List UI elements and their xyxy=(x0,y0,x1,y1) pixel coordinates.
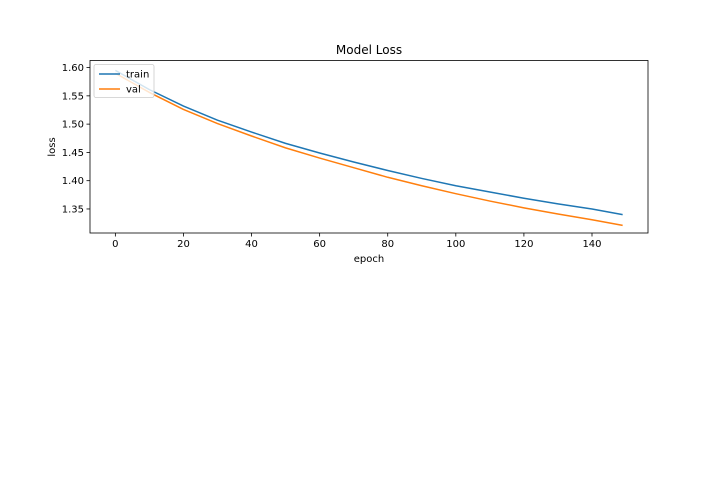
legend: train val xyxy=(93,64,155,98)
series-layer xyxy=(114,69,623,227)
x-tick-label: 40 xyxy=(245,239,258,250)
series-line-val xyxy=(114,72,623,227)
x-tick-label: 20 xyxy=(177,239,190,250)
y-tick-label: 1.45 xyxy=(62,148,84,159)
legend-label-train: train xyxy=(126,70,149,81)
x-tick-label: 140 xyxy=(582,239,601,250)
y-tick-label: 1.50 xyxy=(62,120,84,131)
plot-frame xyxy=(89,60,649,234)
y-axis: 1.35 1.40 1.45 1.50 1.55 1.60 xyxy=(62,63,90,215)
chart-title: Model Loss xyxy=(336,43,402,57)
x-axis-label: epoch xyxy=(354,254,384,265)
x-axis: 0 20 40 60 80 100 120 140 xyxy=(112,233,602,250)
x-tick-label: 0 xyxy=(112,239,118,250)
x-tick-label: 80 xyxy=(381,239,394,250)
y-tick-label: 1.40 xyxy=(62,176,84,187)
y-tick-label: 1.60 xyxy=(62,63,84,74)
x-tick-label: 100 xyxy=(446,239,465,250)
x-tick-label: 120 xyxy=(514,239,533,250)
y-tick-label: 1.55 xyxy=(62,91,84,102)
series-line-train xyxy=(114,69,623,216)
x-tick-label: 60 xyxy=(313,239,326,250)
y-tick-label: 1.35 xyxy=(62,204,84,215)
legend-label-val: val xyxy=(126,85,141,96)
y-axis-label: loss xyxy=(47,137,58,156)
